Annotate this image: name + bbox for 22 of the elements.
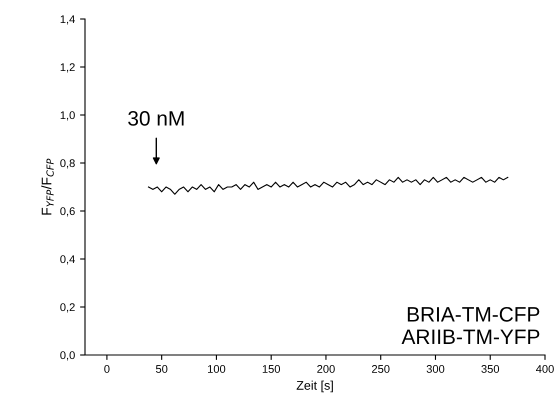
line-series	[148, 176, 508, 195]
y-tick-label: 0,8	[60, 159, 75, 168]
x-tick-label: 400	[536, 365, 554, 373]
y-tick-label: 1,4	[60, 15, 75, 24]
x-tick-label: 100	[208, 365, 226, 373]
annotation: BRIA-TM-CFP ARIIB-TM-YFP	[402, 306, 540, 344]
y-tick-label: 0,6	[60, 207, 75, 216]
y-tick-label: 1,0	[60, 111, 75, 120]
annotation: 30 nM	[128, 111, 184, 126]
x-tick-label: 200	[317, 365, 335, 373]
y-tick-label: 0,0	[60, 351, 75, 360]
y-tick-label: 0,4	[60, 255, 75, 264]
y-tick-label: 0,2	[60, 303, 75, 312]
x-tick-label: 50	[156, 365, 168, 373]
x-tick-label: 350	[481, 365, 500, 373]
x-tick-label: 300	[426, 365, 444, 373]
x-axis-title: Zeit [s]	[296, 380, 333, 392]
x-tick-label: 150	[262, 365, 280, 373]
x-tick-label: 250	[372, 365, 390, 373]
y-axis-title: F$_{YFP}$/F$_{CFP}$	[41, 158, 54, 215]
x-tick-label: 0	[104, 365, 110, 373]
y-tick-label: 1,2	[60, 63, 75, 72]
